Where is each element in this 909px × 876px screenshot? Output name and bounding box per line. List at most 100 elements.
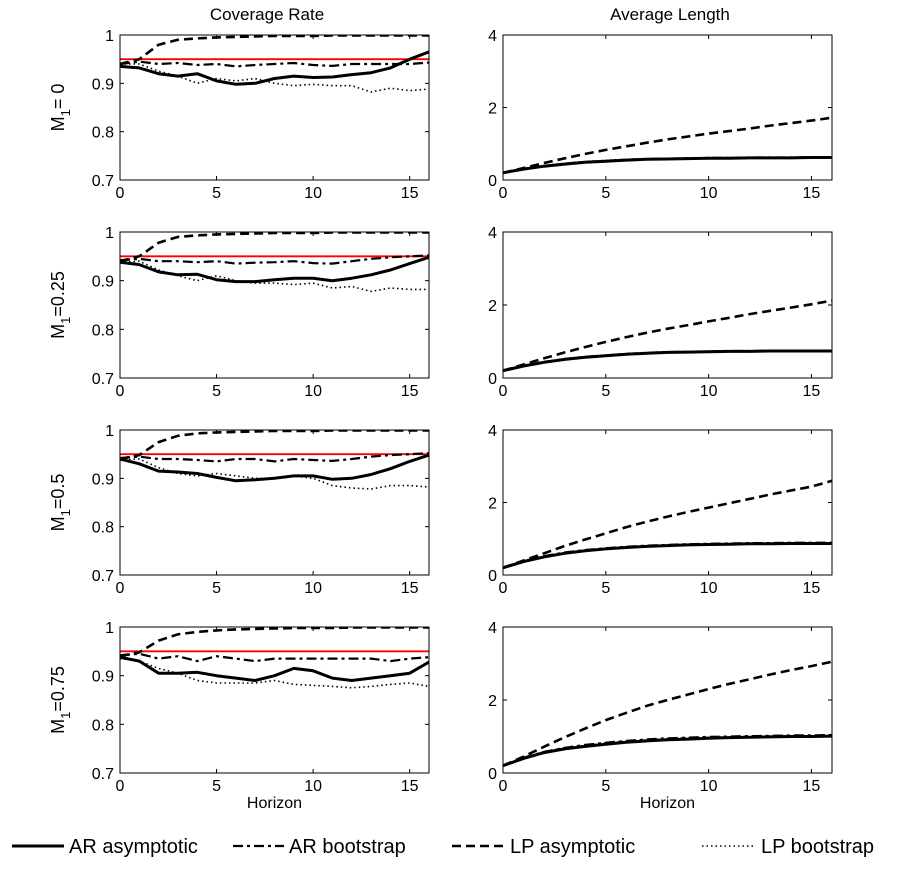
x-tick-label: 10 (700, 185, 718, 202)
x-tick-label: 5 (601, 580, 610, 597)
row-label: M1=0.75 (48, 666, 73, 734)
y-tick-label: 4 (488, 28, 497, 45)
y-tick-label: 0.9 (92, 471, 114, 488)
y-tick-label: 0.8 (92, 125, 114, 142)
series-ar-asymptotic (503, 349, 832, 373)
legend: AR asymptotic AR bootstrap LP asymptotic LP… (12, 836, 874, 858)
plot-area (503, 116, 832, 175)
x-tick-label: 5 (212, 383, 221, 400)
x-axis-label: Horizon (640, 795, 695, 812)
x-tick-label: 5 (212, 778, 221, 795)
y-tick-label: 2 (488, 298, 497, 315)
x-tick-label: 15 (401, 778, 419, 795)
y-tick-label: 1 (105, 423, 114, 440)
series-lp-asymptotic (120, 232, 429, 263)
x-axis-label: Horizon (247, 795, 302, 812)
y-tick-label: 1 (105, 620, 114, 637)
y-tick-label: 0.7 (92, 568, 114, 585)
y-tick-label: 2 (488, 496, 497, 513)
y-tick-label: 4 (488, 620, 497, 637)
x-tick-label: 15 (803, 185, 821, 202)
series-ar-asymptotic (503, 734, 832, 768)
y-tick-label: 0.8 (92, 520, 114, 537)
y-tick-label: 0 (488, 766, 497, 783)
y-tick-label: 2 (488, 101, 497, 118)
y-tick-label: 0 (488, 173, 497, 190)
panel-0-1: 0 5 10 15 0 2 4 (488, 28, 833, 202)
plot-area (120, 232, 429, 293)
panel-0-0: 0 5 10 15 0.7 0.8 0.9 1 (92, 28, 430, 202)
series-ar-bootstrap (120, 452, 429, 463)
row-labels: M1= 0 M1=0.25 M1=0.5 M1=0.75 (48, 84, 73, 734)
y-tick-label: 4 (488, 423, 497, 440)
panel-1-0: 0 5 10 15 0.7 0.8 0.9 1 (92, 225, 430, 400)
y-tick-label: 1 (105, 225, 114, 242)
x-tick-label: 15 (803, 778, 821, 795)
series-lp-asymptotic (503, 299, 832, 372)
series-ar-asymptotic (120, 255, 429, 284)
series-ar-bootstrap (120, 254, 429, 265)
axes-box (502, 429, 833, 576)
row-label: M1= 0 (48, 84, 73, 132)
x-tick-label: 15 (803, 383, 821, 400)
x-tick-label: 10 (304, 580, 322, 597)
legend-label: AR asymptotic (69, 836, 198, 858)
legend-label: AR bootstrap (289, 836, 406, 858)
plot-area (503, 479, 832, 570)
x-tick-label: 10 (304, 383, 322, 400)
axes-box (119, 231, 430, 379)
y-tick-label: 1 (105, 28, 114, 45)
y-tick-label: 0.9 (92, 274, 114, 291)
x-tick-label: 15 (401, 185, 419, 202)
x-tick-label: 10 (304, 185, 322, 202)
column-title-average-length: Average Length (610, 5, 730, 24)
y-tick-label: 0.8 (92, 717, 114, 734)
x-tick-label: 0 (499, 580, 508, 597)
x-tick-label: 5 (212, 580, 221, 597)
series-lp-asymptotic (120, 430, 429, 461)
panel-3-0: 0 5 10 15 0.7 0.8 0.9 1 Horizon (92, 620, 430, 812)
row-label: M1=0.25 (48, 271, 73, 339)
y-tick-label: 0 (488, 568, 497, 585)
y-tick-label: 2 (488, 693, 497, 710)
axes-box (119, 34, 430, 181)
x-tick-label: 0 (116, 778, 125, 795)
y-tick-label: 0.9 (92, 669, 114, 686)
x-tick-label: 0 (499, 778, 508, 795)
series-ar-asymptotic (120, 655, 429, 682)
axes-box (502, 231, 833, 379)
plot-area (120, 430, 429, 490)
series-lp-asymptotic (503, 116, 832, 175)
panel-2-0: 0 5 10 15 0.7 0.8 0.9 1 (92, 423, 430, 597)
x-tick-label: 10 (700, 580, 718, 597)
legend-label: LP asymptotic (510, 836, 635, 858)
x-tick-label: 5 (601, 778, 610, 795)
series-lp-asymptotic (503, 479, 832, 570)
plot-area (503, 660, 832, 768)
plot-area (120, 35, 429, 93)
series-ar-asymptotic (120, 453, 429, 483)
axes-box (119, 626, 430, 774)
series-ar-asymptotic (120, 50, 429, 86)
x-tick-label: 15 (803, 580, 821, 597)
y-tick-label: 0.8 (92, 322, 114, 339)
series-lp-bootstrap (120, 657, 429, 689)
series-lp-asymptotic (120, 35, 429, 66)
y-tick-label: 0 (488, 371, 497, 388)
series-lp-asymptotic (503, 660, 832, 767)
y-tick-label: 4 (488, 225, 497, 242)
series-lp-asymptotic (120, 627, 429, 658)
plot-area (120, 627, 429, 689)
series-ar-asymptotic (503, 156, 832, 175)
column-title-coverage-rate: Coverage Rate (210, 5, 324, 24)
x-tick-label: 5 (601, 383, 610, 400)
x-tick-label: 5 (212, 185, 221, 202)
series-ar-bootstrap (120, 60, 429, 68)
y-tick-label: 0.9 (92, 76, 114, 93)
panel-1-1: 0 5 10 15 0 2 4 (488, 225, 833, 400)
series-lp-bootstrap (120, 260, 429, 293)
row-label: M1=0.5 (48, 474, 73, 532)
y-tick-label: 0.7 (92, 766, 114, 783)
